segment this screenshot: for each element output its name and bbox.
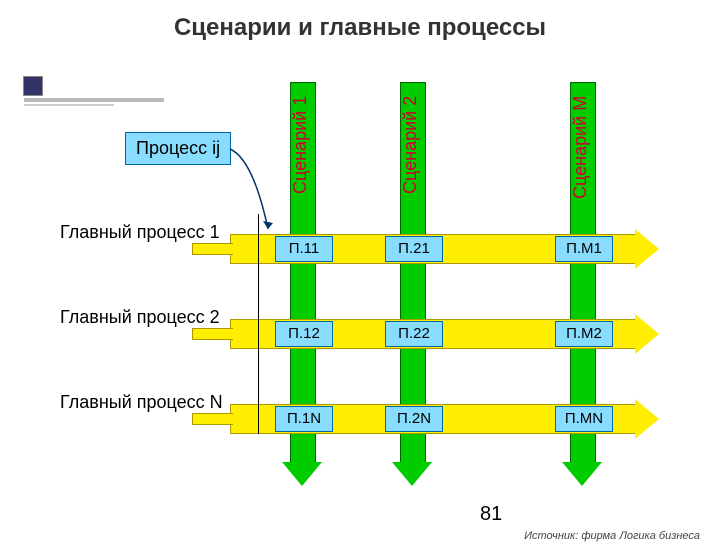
- process-row-tail: [192, 328, 233, 340]
- process-label: Главный процесс 1: [60, 222, 220, 243]
- matrix-cell: П.М2: [555, 321, 613, 347]
- arrow-right-icon: [635, 229, 659, 269]
- arrow-right-icon: [635, 399, 659, 439]
- arrow-down-icon: [282, 462, 322, 486]
- matrix-cell: П.2N: [385, 406, 443, 432]
- process-row-tail: [192, 413, 233, 425]
- matrix-cell: П.1N: [275, 406, 333, 432]
- matrix-cell: П.12: [275, 321, 333, 347]
- matrix-cell: П.22: [385, 321, 443, 347]
- scenario-label: Сценарий 2: [400, 96, 421, 194]
- matrix-cell: П.М1: [555, 236, 613, 262]
- matrix-cell: П.11: [275, 236, 333, 262]
- process-label: Главный процесс 2: [60, 307, 220, 328]
- scenario-label: Сценарий 1: [290, 96, 311, 194]
- callout-label: Процесс ij: [125, 132, 231, 165]
- diagram-area: Сценарий 1 Сценарий 2 Сценарий М Главный…: [0, 74, 720, 504]
- arrow-down-icon: [562, 462, 602, 486]
- matrix-cell: П.21: [385, 236, 443, 262]
- source-text: Источник: фирма Логика бизнеса: [524, 530, 700, 542]
- matrix-cell: П.MN: [555, 406, 613, 432]
- process-row-tail: [192, 243, 233, 255]
- arrow-down-icon: [392, 462, 432, 486]
- decorative-line: [258, 214, 259, 434]
- scenario-label: Сценарий М: [570, 96, 591, 199]
- slide-title: Сценарии и главные процессы: [0, 14, 720, 42]
- arrow-right-icon: [635, 314, 659, 354]
- page-number: 81: [480, 503, 502, 526]
- process-label: Главный процесс N: [60, 392, 223, 413]
